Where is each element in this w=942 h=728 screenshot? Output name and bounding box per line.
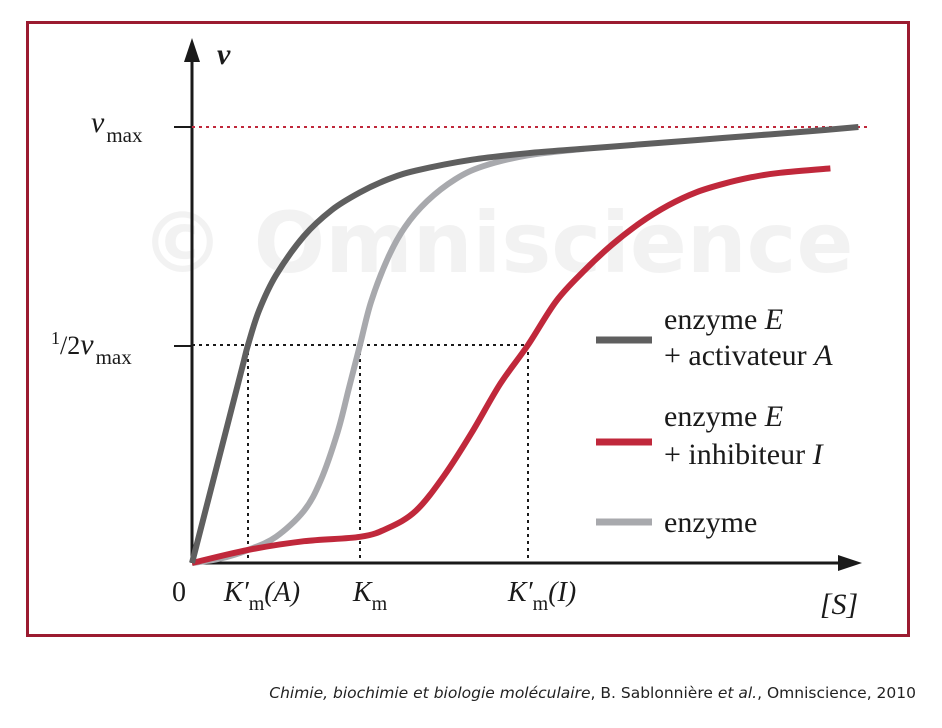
citation-rest: , Omniscience, 2010 xyxy=(757,684,916,702)
legend-label-inhibiteur-line1: enzyme E xyxy=(664,400,783,433)
km-a-tick-label: K′m(A) xyxy=(223,577,300,615)
y-axis-label: v xyxy=(217,38,231,71)
citation-title: Chimie, biochimie et biologie moléculair… xyxy=(269,684,591,702)
citation-etal: et al. xyxy=(717,684,758,702)
km-tick-label: Km xyxy=(352,577,388,615)
chart-svg: © Omniscience v vmax 1/2vmax 0 K′m( xyxy=(51,38,869,621)
legend-label-activateur-line1: enzyme E xyxy=(664,303,783,336)
y-axis-arrow xyxy=(184,38,200,62)
legend-label-inhibiteur-line2: + inhibiteur I xyxy=(664,438,825,471)
chart-frame: © Omniscience v vmax 1/2vmax 0 K′m( xyxy=(26,21,910,637)
citation-authors: , B. Sablonnière xyxy=(590,684,718,702)
vmax-label: vmax xyxy=(91,106,143,147)
legend: enzyme E + activateur A enzyme E + inhib… xyxy=(596,303,833,539)
curves-group xyxy=(189,124,859,566)
half-vmax-label: 1/2vmax xyxy=(51,328,132,369)
curve-activateur xyxy=(189,124,859,564)
km-i-tick-label: K′m(I) xyxy=(507,577,576,615)
origin-label: 0 xyxy=(172,577,186,608)
x-axis-label: [S] xyxy=(820,588,858,621)
legend-label-activateur-line2: + activateur A xyxy=(664,339,833,372)
curve-inhibiteur xyxy=(191,165,831,566)
watermark-text: © Omniscience xyxy=(141,194,854,292)
x-axis-arrow xyxy=(838,555,862,571)
curve-enzyme xyxy=(191,145,585,566)
legend-label-enzyme: enzyme xyxy=(664,506,757,539)
citation: Chimie, biochimie et biologie moléculair… xyxy=(0,684,916,702)
